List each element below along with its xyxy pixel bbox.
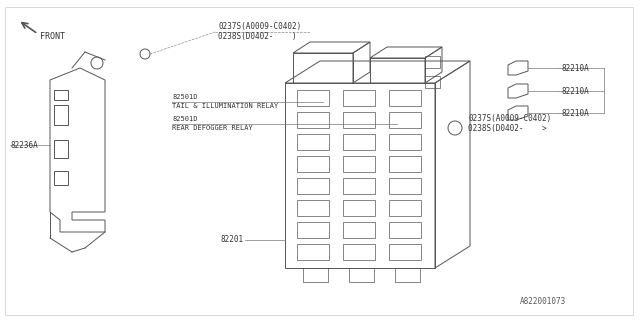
Bar [343,112,375,128]
Bar [425,56,440,68]
Bar [389,244,421,260]
Bar [389,156,421,172]
Bar [343,200,375,216]
Text: 82210A: 82210A [561,108,589,117]
Bar [54,105,68,125]
Bar [297,200,329,216]
Bar [370,58,425,83]
Bar [297,156,329,172]
Bar [389,222,421,238]
Text: 0238S(D0402-    >: 0238S(D0402- > [468,124,547,132]
Text: 0237S(A0009-C0402): 0237S(A0009-C0402) [468,114,551,123]
Text: TAIL & ILLUMINATION RELAY: TAIL & ILLUMINATION RELAY [172,103,278,109]
Bar [54,90,68,100]
Bar [297,90,329,106]
Text: 0237S(A0009-C0402): 0237S(A0009-C0402) [218,21,301,30]
Text: 82210A: 82210A [561,86,589,95]
Bar [389,134,421,150]
Bar [395,268,420,282]
Bar [389,112,421,128]
Bar [293,53,353,83]
Bar [389,178,421,194]
Text: REAR DEFOGGER RELAY: REAR DEFOGGER RELAY [172,125,253,131]
Bar [343,134,375,150]
Bar [54,140,68,158]
Bar [297,244,329,260]
Bar [285,83,435,268]
Text: 82236A: 82236A [10,140,38,149]
Text: 0238S(D0402-    ): 0238S(D0402- ) [218,31,296,41]
Bar [297,222,329,238]
Text: 82501D: 82501D [172,116,198,122]
Bar [349,268,374,282]
Bar [343,156,375,172]
Text: FRONT: FRONT [40,31,65,41]
Bar [343,222,375,238]
Bar [54,171,68,185]
Bar [303,268,328,282]
Bar [389,200,421,216]
Bar [343,178,375,194]
Text: 82501D: 82501D [172,94,198,100]
Bar [343,90,375,106]
Text: A822001073: A822001073 [520,298,566,307]
Bar [297,178,329,194]
Bar [297,134,329,150]
Text: 82210A: 82210A [561,63,589,73]
Text: 82201: 82201 [220,236,243,244]
Bar [425,76,440,88]
Bar [297,112,329,128]
Bar [343,244,375,260]
Bar [389,90,421,106]
